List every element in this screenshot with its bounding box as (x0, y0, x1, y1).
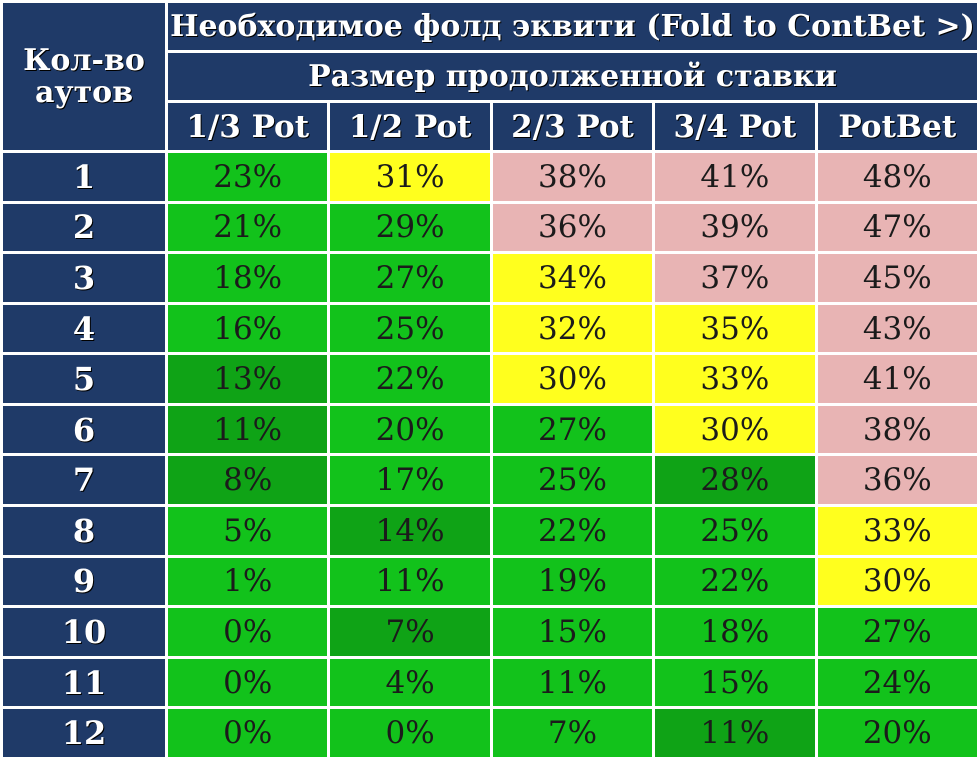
fold-equity-cell: 35% (655, 304, 815, 353)
fold-equity-cell: 27% (492, 405, 653, 454)
fold-equity-cell: 47% (817, 203, 977, 252)
fold-equity-cell: 30% (492, 355, 653, 403)
table-row: 6 11% 20% 27% 30% 38% (3, 405, 977, 454)
fold-equity-cell: 20% (817, 709, 977, 757)
fold-equity-cell: 37% (655, 254, 815, 302)
fold-equity-cell: 15% (492, 608, 653, 656)
table-row: 5 13% 22% 30% 33% 41% (3, 355, 977, 403)
fold-equity-cell: 41% (817, 355, 977, 403)
outs-count-label: 9 (3, 557, 165, 606)
fold-equity-cell: 7% (330, 608, 490, 656)
outs-count-label: 10 (3, 608, 165, 656)
fold-equity-cell: 1% (168, 557, 328, 606)
table-row: 10 0% 7% 15% 18% 27% (3, 608, 977, 656)
table-row: 8 5% 14% 22% 25% 33% (3, 507, 977, 555)
fold-equity-cell: 19% (492, 557, 653, 606)
fold-equity-cell: 24% (817, 658, 977, 707)
fold-equity-cell: 11% (168, 405, 328, 454)
fold-equity-cell: 0% (330, 709, 490, 757)
fold-equity-cell: 36% (492, 203, 653, 252)
outs-count-label: 3 (3, 254, 165, 302)
table-row: 11 0% 4% 11% 15% 24% (3, 658, 977, 707)
table-row: 4 16% 25% 32% 35% 43% (3, 304, 977, 353)
column-header-1-2-pot: 1/2 Pot (330, 103, 490, 150)
fold-equity-cell: 33% (655, 355, 815, 403)
table-subtitle: Размер продолженной ставки (168, 53, 977, 100)
fold-equity-cell: 27% (817, 608, 977, 656)
fold-equity-cell: 48% (817, 153, 977, 201)
outs-count-label: 8 (3, 507, 165, 555)
outs-count-label: 4 (3, 304, 165, 353)
fold-equity-cell: 45% (817, 254, 977, 302)
fold-equity-cell: 22% (655, 557, 815, 606)
outs-count-label: 11 (3, 658, 165, 707)
column-header-2-3-pot: 2/3 Pot (492, 103, 653, 150)
fold-equity-cell: 32% (492, 304, 653, 353)
table-body: 1 23% 31% 38% 41% 48% 2 21% 29% 36% 39% 47% 3 18% 27% 3… (3, 153, 977, 757)
fold-equity-cell: 22% (330, 355, 490, 403)
fold-equity-cell: 31% (330, 153, 490, 201)
outs-count-label: 2 (3, 203, 165, 252)
fold-equity-cell: 18% (655, 608, 815, 656)
fold-equity-cell: 20% (330, 405, 490, 454)
fold-equity-cell: 33% (817, 507, 977, 555)
fold-equity-cell: 13% (168, 355, 328, 403)
fold-equity-cell: 29% (330, 203, 490, 252)
fold-equity-cell: 34% (492, 254, 653, 302)
table-row: 1 23% 31% 38% 41% 48% (3, 153, 977, 201)
table-row: 2 21% 29% 36% 39% 47% (3, 203, 977, 252)
fold-equity-cell: 23% (168, 153, 328, 201)
fold-equity-cell: 4% (330, 658, 490, 707)
fold-equity-cell: 38% (492, 153, 653, 201)
table-title: Необходимое фолд эквити (Fold to ContBet… (168, 3, 977, 50)
table-row: 12 0% 0% 7% 11% 20% (3, 709, 977, 757)
fold-equity-cell: 14% (330, 507, 490, 555)
table-row: 7 8% 17% 25% 28% 36% (3, 456, 977, 505)
fold-equity-cell: 41% (655, 153, 815, 201)
fold-equity-cell: 16% (168, 304, 328, 353)
fold-equity-cell: 5% (168, 507, 328, 555)
fold-equity-cell: 25% (330, 304, 490, 353)
fold-equity-cell: 0% (168, 658, 328, 707)
fold-equity-cell: 27% (330, 254, 490, 302)
fold-equity-cell: 38% (817, 405, 977, 454)
outs-count-label: 1 (3, 153, 165, 201)
fold-equity-cell: 11% (655, 709, 815, 757)
fold-equity-cell: 11% (330, 557, 490, 606)
outs-header: Кол-во аутов (3, 3, 165, 150)
fold-equity-cell: 21% (168, 203, 328, 252)
outs-header-label: Кол-во аутов (23, 43, 145, 110)
outs-count-label: 7 (3, 456, 165, 505)
fold-equity-cell: 36% (817, 456, 977, 505)
column-header-3-4-pot: 3/4 Pot (655, 103, 815, 150)
column-header-1-3-pot: 1/3 Pot (168, 103, 328, 150)
fold-equity-cell: 30% (817, 557, 977, 606)
fold-equity-cell: 0% (168, 608, 328, 656)
fold-equity-cell: 7% (492, 709, 653, 757)
outs-count-label: 12 (3, 709, 165, 757)
fold-equity-cell: 17% (330, 456, 490, 505)
fold-equity-cell: 11% (492, 658, 653, 707)
fold-equity-cell: 39% (655, 203, 815, 252)
fold-equity-cell: 25% (492, 456, 653, 505)
fold-equity-cell: 8% (168, 456, 328, 505)
outs-count-label: 6 (3, 405, 165, 454)
table-head: Кол-во аутов Необходимое фолд эквити (Fo… (3, 3, 977, 150)
table-row: 9 1% 11% 19% 22% 30% (3, 557, 977, 606)
fold-equity-cell: 43% (817, 304, 977, 353)
outs-count-label: 5 (3, 355, 165, 403)
fold-equity-cell: 25% (655, 507, 815, 555)
fold-equity-cell: 22% (492, 507, 653, 555)
fold-equity-cell: 0% (168, 709, 328, 757)
fold-equity-cell: 28% (655, 456, 815, 505)
column-header-potbet: PotBet (817, 103, 977, 150)
fold-equity-cell: 30% (655, 405, 815, 454)
fold-equity-cell: 15% (655, 658, 815, 707)
fold-equity-cell: 18% (168, 254, 328, 302)
table-row: 3 18% 27% 34% 37% 45% (3, 254, 977, 302)
